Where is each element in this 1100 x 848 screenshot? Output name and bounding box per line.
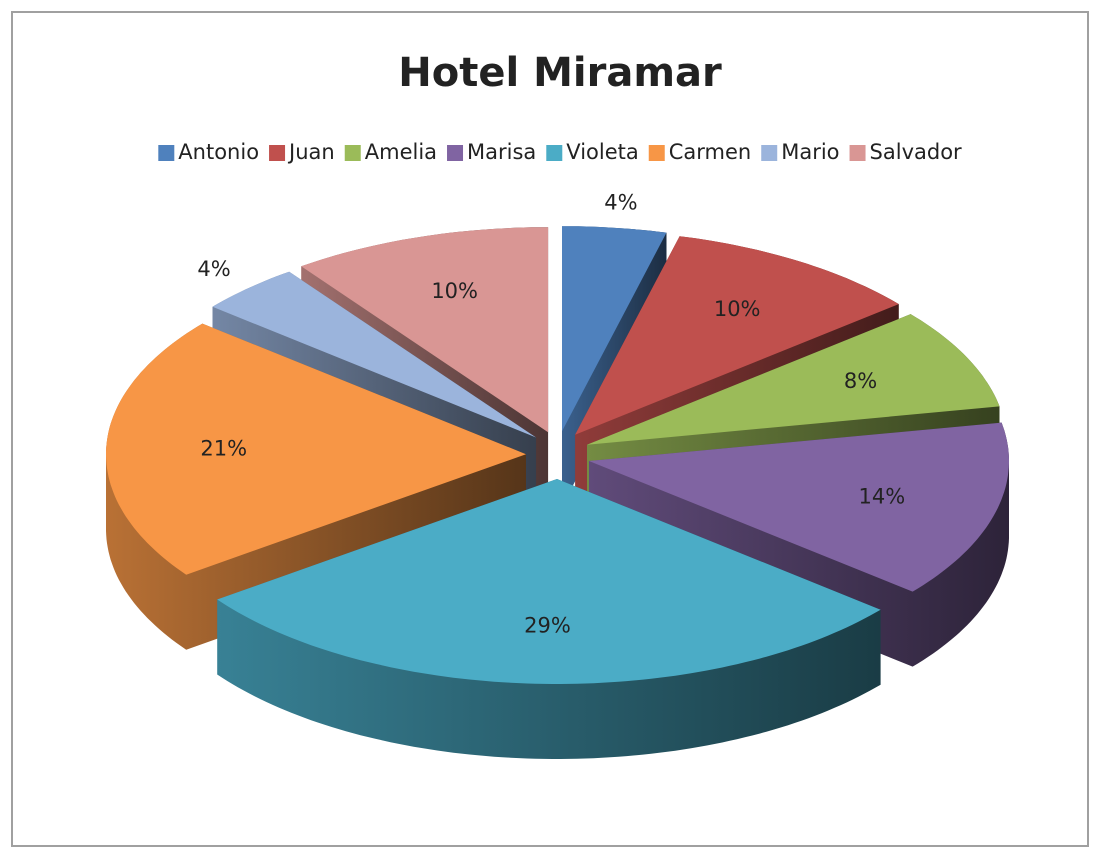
legend-swatch xyxy=(447,145,464,161)
data-label: 4% xyxy=(604,190,637,214)
slice xyxy=(575,236,899,435)
slice xyxy=(106,323,526,575)
legend-swatch xyxy=(269,145,286,161)
legend-swatch xyxy=(648,145,665,161)
legend-label: Salvador xyxy=(870,140,963,164)
legend-label: Carmen xyxy=(669,140,751,164)
slice xyxy=(589,422,1009,592)
legend-swatch xyxy=(849,145,866,161)
data-label: 10% xyxy=(431,279,478,303)
legend: Antonio Juan Amelia Marisa Violeta Carmen Mari… xyxy=(158,140,962,164)
legend-swatch xyxy=(761,145,778,161)
data-label: 10% xyxy=(714,297,761,321)
slice xyxy=(562,226,667,432)
data-label: 14% xyxy=(859,485,906,509)
data-label: 4% xyxy=(197,257,230,281)
legend-swatch xyxy=(546,145,563,161)
legend-label: Antonio xyxy=(178,140,259,164)
slice xyxy=(301,227,549,433)
data-label: 8% xyxy=(844,369,877,393)
slice xyxy=(587,314,1000,445)
slice xyxy=(217,479,881,684)
legend-label: Violeta xyxy=(566,140,638,164)
slice xyxy=(212,271,537,438)
legend-swatch xyxy=(158,145,175,161)
chart-title: Hotel Miramar xyxy=(398,50,722,96)
data-label: 29% xyxy=(524,614,571,638)
legend-label: Mario xyxy=(781,140,839,164)
legend-label: Amelia xyxy=(365,140,437,164)
data-label: 21% xyxy=(200,437,247,461)
legend-label: Marisa xyxy=(467,140,536,164)
legend-label: Juan xyxy=(287,140,335,164)
legend-swatch xyxy=(344,145,361,161)
